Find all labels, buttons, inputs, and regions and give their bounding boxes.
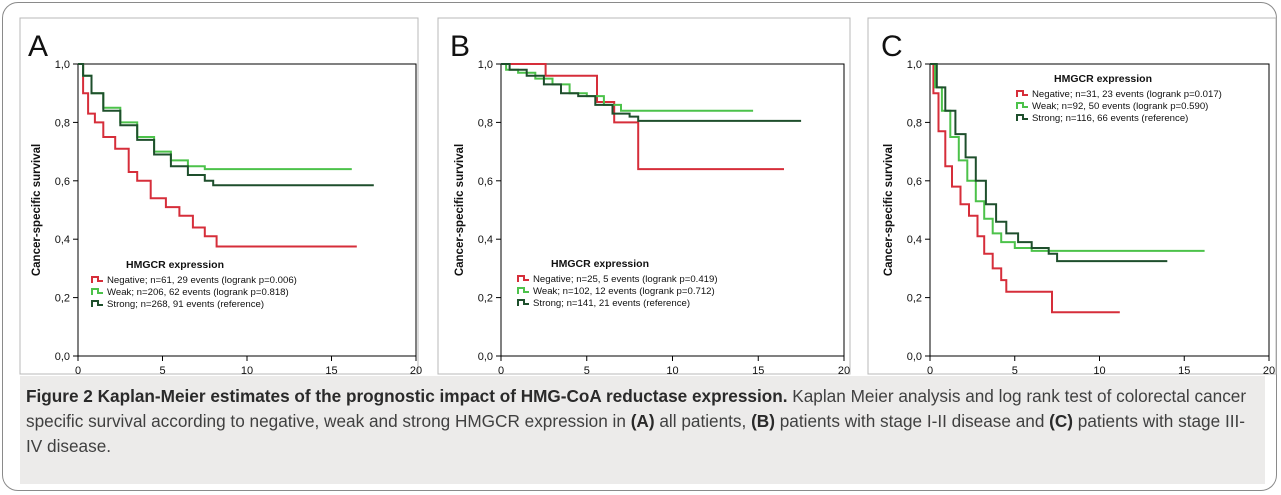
y-tick-label: 0,8 — [907, 117, 922, 129]
legend: HMGCR expression Negative; n=31, 23 event… — [1016, 73, 1222, 124]
y-tick-label: 0,8 — [478, 117, 493, 129]
caption-text-4: patients with stage III-IV disease. — [26, 411, 1245, 456]
y-tick-label: 0,4 — [907, 234, 922, 246]
y-tick-label: 0,0 — [55, 351, 70, 363]
legend-swatch — [517, 299, 529, 306]
legend-swatch — [1016, 114, 1028, 121]
series-line-weak — [930, 63, 1205, 252]
x-tick-label: 10 — [241, 365, 253, 376]
legend-entry: Weak; n=206, 62 events (logrank p=0.818) — [107, 287, 289, 298]
legend-entry: Strong; n=268, 91 events (reference) — [107, 299, 264, 310]
legend-swatch — [517, 275, 529, 282]
y-tick-label: 0,8 — [55, 117, 70, 129]
y-tick-label: 0,2 — [55, 293, 70, 305]
legend-entry: Weak; n=102, 12 events (logrank p=0.712) — [533, 286, 715, 297]
plot-area — [77, 63, 417, 357]
x-tick-label: 5 — [1012, 365, 1018, 376]
legend-swatch — [1016, 90, 1028, 97]
y-tick-label: 1,0 — [907, 59, 922, 71]
y-tick-label: 0,6 — [55, 176, 70, 188]
caption-ref-a: (A) — [630, 411, 655, 431]
y-tick-label: 0,4 — [478, 234, 493, 246]
legend-title: HMGCR expression — [126, 259, 224, 271]
y-tick-label: 1,0 — [55, 59, 70, 71]
caption-text-1: Kaplan Meier analysis and log rank test … — [26, 386, 1247, 431]
plot-area — [500, 63, 845, 357]
legend-entry: Strong; n=116, 66 events (reference) — [1032, 113, 1188, 124]
legend: HMGCR expression Negative; n=61, 29 event… — [91, 259, 297, 310]
y-axis-label: Cancer-specific survival — [883, 144, 895, 276]
x-tick-label: 20 — [838, 365, 850, 376]
caption-text-3: patients with stage I-II disease and — [774, 411, 1050, 431]
x-tick-label: 5 — [159, 365, 165, 376]
y-tick-label: 0,0 — [478, 351, 493, 363]
panel-label: C — [881, 30, 903, 63]
series-line-strong — [78, 63, 374, 187]
y-tick-label: 0,2 — [907, 293, 922, 305]
y-tick-label: 0,6 — [478, 176, 493, 188]
x-tick-label: 20 — [1263, 365, 1275, 376]
x-tick-label: 5 — [584, 365, 590, 376]
series-line-negative — [78, 63, 357, 248]
series-line-strong — [501, 63, 802, 122]
x-tick-label: 20 — [410, 365, 422, 376]
x-tick-label: 0 — [75, 365, 81, 376]
caption-ref-c: (C) — [1049, 411, 1074, 431]
caption-title: Figure 2 Kaplan-Meier estimates of the p… — [26, 386, 788, 406]
series-line-negative — [930, 63, 1120, 314]
legend-swatch — [517, 287, 529, 294]
legend-swatch — [91, 288, 103, 295]
legend-swatch — [91, 300, 103, 307]
x-tick-label: 0 — [498, 365, 504, 376]
x-tick-label: 0 — [927, 365, 933, 376]
y-tick-label: 0,4 — [55, 234, 70, 246]
y-tick-label: 0,2 — [478, 293, 493, 305]
x-tick-label: 15 — [325, 365, 337, 376]
plot-area — [929, 63, 1270, 357]
series-line-strong — [930, 63, 1168, 263]
legend-swatch — [1016, 102, 1028, 109]
legend-entry: Weak; n=92, 50 events (logrank p=0.590) — [1032, 101, 1208, 112]
figure-caption: Figure 2 Kaplan-Meier estimates of the p… — [26, 384, 1255, 459]
y-tick-label: 0,0 — [907, 351, 922, 363]
x-tick-label: 10 — [1093, 365, 1105, 376]
x-tick-label: 15 — [752, 365, 764, 376]
legend-swatch — [91, 276, 103, 283]
panel-label: B — [450, 30, 470, 63]
legend-title: HMGCR expression — [551, 258, 649, 270]
legend-title: HMGCR expression — [1054, 73, 1152, 85]
legend-entry: Negative; n=61, 29 events (logrank p=0.0… — [107, 275, 297, 286]
legend-entry: Negative; n=31, 23 events (logrank p=0.0… — [1032, 89, 1222, 100]
figure-caption-box: Figure 2 Kaplan-Meier estimates of the p… — [20, 376, 1265, 484]
legend-entry: Negative; n=25, 5 events (logrank p=0.41… — [533, 274, 718, 285]
panel-label: A — [28, 30, 48, 63]
caption-text-2: all patients, — [654, 411, 752, 431]
caption-ref-b: (B) — [751, 411, 775, 431]
y-tick-label: 1,0 — [478, 59, 493, 71]
y-axis-label: Cancer-specific survival — [31, 144, 43, 276]
legend: HMGCR expression Negative; n=25, 5 events… — [517, 258, 718, 309]
y-tick-label: 0,6 — [907, 176, 922, 188]
x-tick-label: 15 — [1178, 365, 1190, 376]
y-axis-label: Cancer-specific survival — [454, 144, 466, 276]
legend-entry: Strong; n=141, 21 events (reference) — [533, 298, 690, 309]
x-tick-label: 10 — [666, 365, 678, 376]
